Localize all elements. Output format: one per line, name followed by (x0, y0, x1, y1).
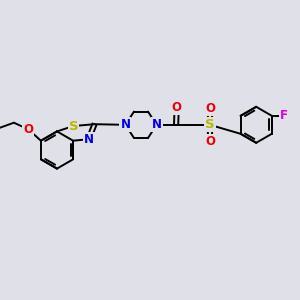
Text: N: N (120, 118, 130, 131)
Text: O: O (23, 123, 33, 136)
Text: S: S (69, 119, 78, 133)
Text: F: F (280, 109, 288, 122)
Text: O: O (205, 102, 215, 115)
Text: S: S (205, 118, 214, 131)
Text: O: O (205, 135, 215, 148)
Text: N: N (84, 133, 94, 146)
Text: N: N (152, 118, 162, 131)
Text: O: O (172, 101, 182, 114)
